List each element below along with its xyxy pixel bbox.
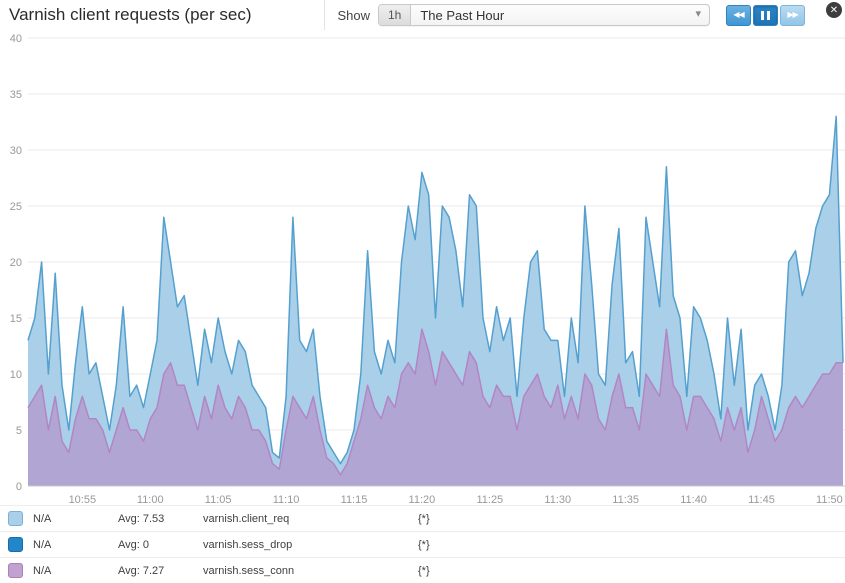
pause-button[interactable] <box>753 4 778 26</box>
page-title: Varnish client requests (per sec) <box>9 5 252 24</box>
pause-icon <box>760 10 772 20</box>
svg-text:11:00: 11:00 <box>137 494 164 505</box>
show-label: Show <box>337 7 370 23</box>
svg-text:10:55: 10:55 <box>69 494 97 505</box>
rewind-button[interactable]: ◀◀ <box>726 4 751 26</box>
svg-text:11:35: 11:35 <box>612 494 639 505</box>
timeseries-chart[interactable]: 0 5 10 15 20 25 30 35 40 10:55 11:00 11:05 11:10 11:1… <box>0 30 845 506</box>
svg-text:11:50: 11:50 <box>816 494 843 505</box>
svg-text:11:15: 11:15 <box>341 494 368 505</box>
close-icon: ✕ <box>829 4 839 16</box>
legend-swatch-sess-conn <box>8 563 23 578</box>
svg-text:35: 35 <box>10 89 22 101</box>
svg-text:11:10: 11:10 <box>273 494 300 505</box>
legend-value: N/A <box>33 564 52 577</box>
playback-controls: ◀◀ ▶▶ <box>724 4 805 26</box>
legend-scope: {*} <box>418 538 430 551</box>
svg-text:11:05: 11:05 <box>205 494 232 505</box>
chart-area: 0 5 10 15 20 25 30 35 40 10:55 11:00 11:05 11:10 11:1… <box>0 30 845 506</box>
legend-avg: Avg: 7.27 <box>118 564 165 577</box>
legend-swatch-sess-drop <box>8 537 23 552</box>
legend-row[interactable]: N/A Avg: 7.53 varnish.client_req {*} <box>0 505 845 531</box>
chevron-down-icon: ▾ <box>695 8 701 20</box>
svg-text:0: 0 <box>16 481 22 493</box>
close-button[interactable]: ✕ <box>826 2 842 18</box>
legend-row[interactable]: N/A Avg: 0 varnish.sess_drop {*} <box>0 531 845 557</box>
header-divider <box>324 0 326 30</box>
legend-avg: Avg: 0 <box>118 538 149 551</box>
forward-button[interactable]: ▶▶ <box>780 4 805 26</box>
svg-text:11:25: 11:25 <box>476 494 503 505</box>
time-range-select[interactable]: 1h The Past Hour ▾ <box>378 4 710 26</box>
svg-text:25: 25 <box>10 201 22 213</box>
widget-header: Varnish client requests (per sec) Show 1… <box>0 0 845 30</box>
svg-text:11:20: 11:20 <box>409 494 436 505</box>
svg-text:5: 5 <box>16 425 22 437</box>
legend-metric-name: varnish.sess_drop <box>203 538 293 551</box>
svg-text:30: 30 <box>10 145 22 157</box>
svg-text:15: 15 <box>10 313 22 325</box>
forward-icon: ▶▶ <box>787 10 798 19</box>
time-range-badge: 1h <box>379 5 412 25</box>
svg-text:11:30: 11:30 <box>544 494 571 505</box>
chart-legend: N/A Avg: 7.53 varnish.client_req {*} N/A… <box>0 505 845 583</box>
legend-value: N/A <box>33 538 52 551</box>
svg-text:11:40: 11:40 <box>680 494 707 505</box>
time-range-value: The Past Hour <box>420 7 505 23</box>
legend-row[interactable]: N/A Avg: 7.27 varnish.sess_conn {*} <box>0 557 845 583</box>
svg-text:40: 40 <box>10 33 22 45</box>
legend-scope: {*} <box>418 564 430 577</box>
svg-text:20: 20 <box>10 257 22 269</box>
legend-value: N/A <box>33 512 52 525</box>
legend-metric-name: varnish.sess_conn <box>203 564 295 577</box>
legend-metric-name: varnish.client_req <box>203 512 290 525</box>
legend-swatch-client-req <box>8 511 23 526</box>
rewind-icon: ◀◀ <box>733 10 744 19</box>
svg-text:10: 10 <box>10 369 22 381</box>
legend-avg: Avg: 7.53 <box>118 512 165 525</box>
legend-scope: {*} <box>418 512 430 525</box>
svg-text:11:45: 11:45 <box>748 494 775 505</box>
